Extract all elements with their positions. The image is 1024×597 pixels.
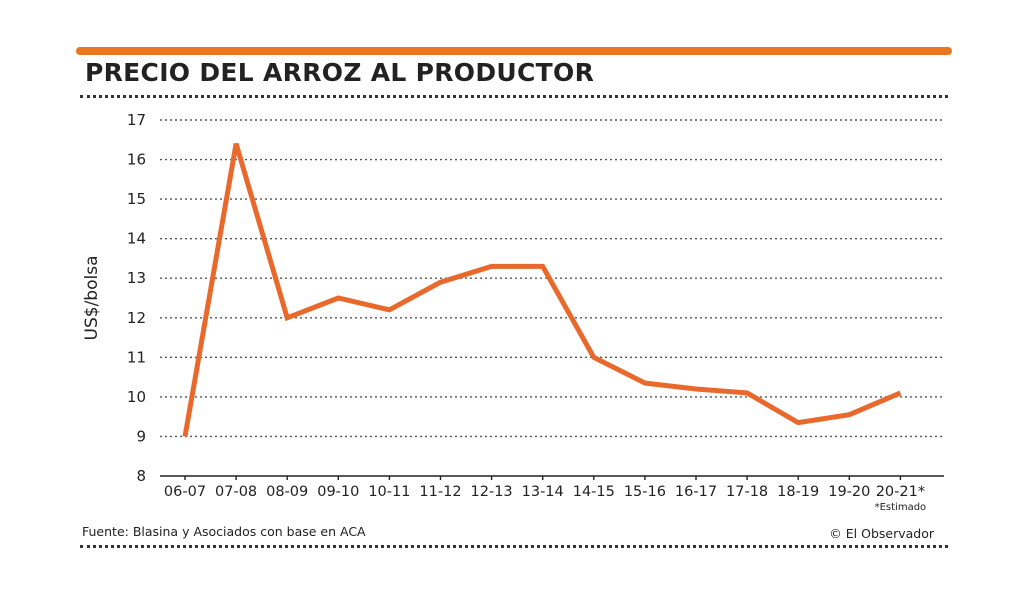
x-tick-label: 12-13	[471, 484, 513, 500]
estimate-footnote: *Estimado	[875, 502, 927, 513]
y-tick-label: 16	[127, 151, 146, 169]
x-tick-label: 07-08	[215, 484, 257, 500]
x-tick-label: 10-11	[368, 484, 410, 500]
y-axis-title: US$/bolsa	[82, 256, 102, 341]
x-tick-label: 14-15	[573, 484, 615, 500]
x-tick-label: 17-18	[726, 484, 768, 500]
x-tick-label: 11-12	[419, 484, 461, 500]
y-tick-label: 14	[127, 230, 146, 248]
x-tick-label: 15-16	[624, 484, 666, 500]
source-note: Fuente: Blasina y Asociados con base en …	[82, 524, 366, 539]
y-tick-label: 9	[136, 427, 146, 445]
x-tick-label: 20-21*	[876, 484, 925, 500]
y-tick-label: 17	[127, 111, 146, 129]
top-accent-rule	[76, 47, 952, 55]
x-tick-label: 09-10	[317, 484, 359, 500]
x-tick-label: 16-17	[675, 484, 717, 500]
price-series-line	[182, 143, 902, 437]
x-tick-label: 08-09	[266, 484, 308, 500]
x-tick-label: 18-19	[777, 484, 819, 500]
x-tick-label: 06-07	[164, 484, 206, 500]
y-tick-label: 12	[127, 309, 146, 327]
title-divider	[80, 95, 948, 98]
credit-note: © El Observador	[829, 526, 934, 541]
y-tick-label: 13	[127, 269, 146, 287]
footer-divider	[80, 545, 948, 548]
y-tick-label: 15	[127, 190, 146, 208]
y-tick-label: 8	[136, 467, 146, 485]
x-tick-label: 19-20	[828, 484, 870, 500]
x-tick-label: 13-14	[522, 484, 564, 500]
y-tick-label: 11	[127, 348, 146, 366]
y-tick-label: 10	[127, 388, 146, 406]
chart-title: PRECIO DEL ARROZ AL PRODUCTOR	[85, 58, 595, 87]
